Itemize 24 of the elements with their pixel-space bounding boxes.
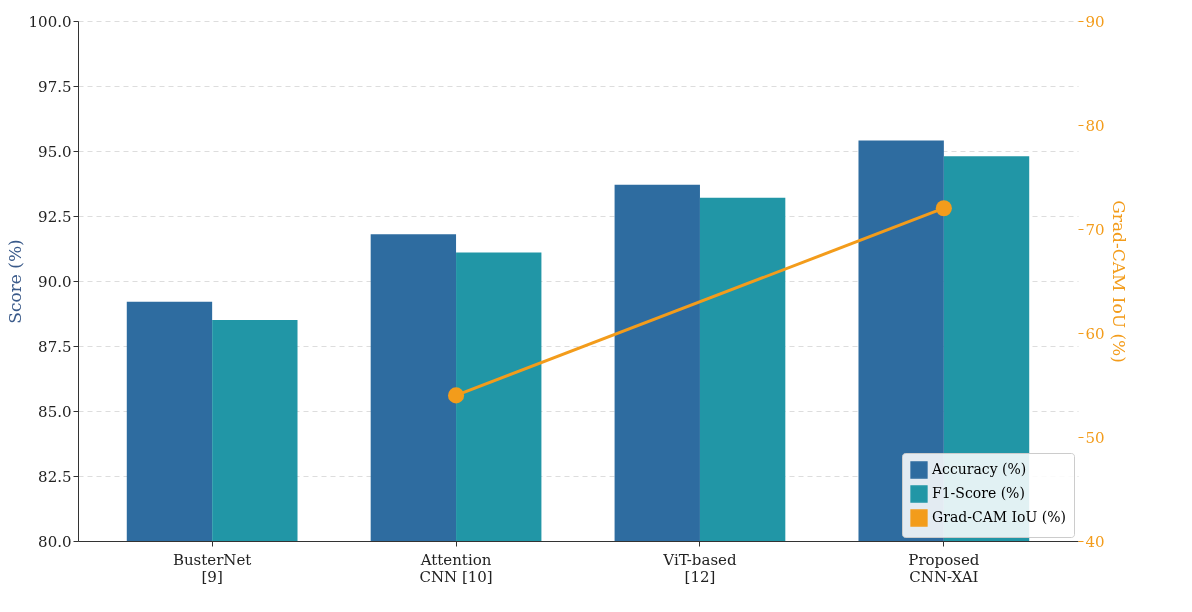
y-tick-label: 95.0 — [38, 142, 72, 161]
x-tick-label: ViT-based [12] — [662, 550, 737, 586]
y2-tick-label: 90 — [1085, 12, 1105, 31]
legend-label: F1-Score (%) — [932, 485, 1025, 501]
x-tick-label: BusterNet [9] — [172, 550, 252, 586]
x-tick-label: Proposed CNN-XAI — [908, 550, 980, 586]
y2-axis-title: Grad-CAM IoU (%) — [1108, 200, 1129, 363]
y-tick-label: 85.0 — [38, 402, 72, 421]
y-tick-label: 90.0 — [38, 272, 72, 291]
y-tick-label: 97.5 — [38, 77, 72, 96]
y-axis-title: Score (%) — [4, 239, 25, 324]
y2-tick-label: 70 — [1085, 220, 1105, 239]
legend-label: Accuracy (%) — [931, 461, 1027, 477]
legend-label: Grad-CAM IoU (%) — [932, 509, 1066, 525]
y-tick-label: 100.0 — [28, 12, 72, 31]
y-tick-label: 92.5 — [38, 207, 72, 226]
x-tick-label: Attention CNN [10] — [419, 550, 493, 586]
y2-tick-label: 40 — [1085, 532, 1105, 551]
y-tick-label: 80.0 — [38, 532, 72, 551]
y2-tick-label: 50 — [1085, 428, 1105, 447]
y-tick-label: 87.5 — [38, 337, 72, 356]
y2-tick-label: 60 — [1085, 324, 1105, 343]
y2-tick-label: 80 — [1085, 116, 1105, 135]
y-tick-label: 82.5 — [38, 467, 72, 486]
